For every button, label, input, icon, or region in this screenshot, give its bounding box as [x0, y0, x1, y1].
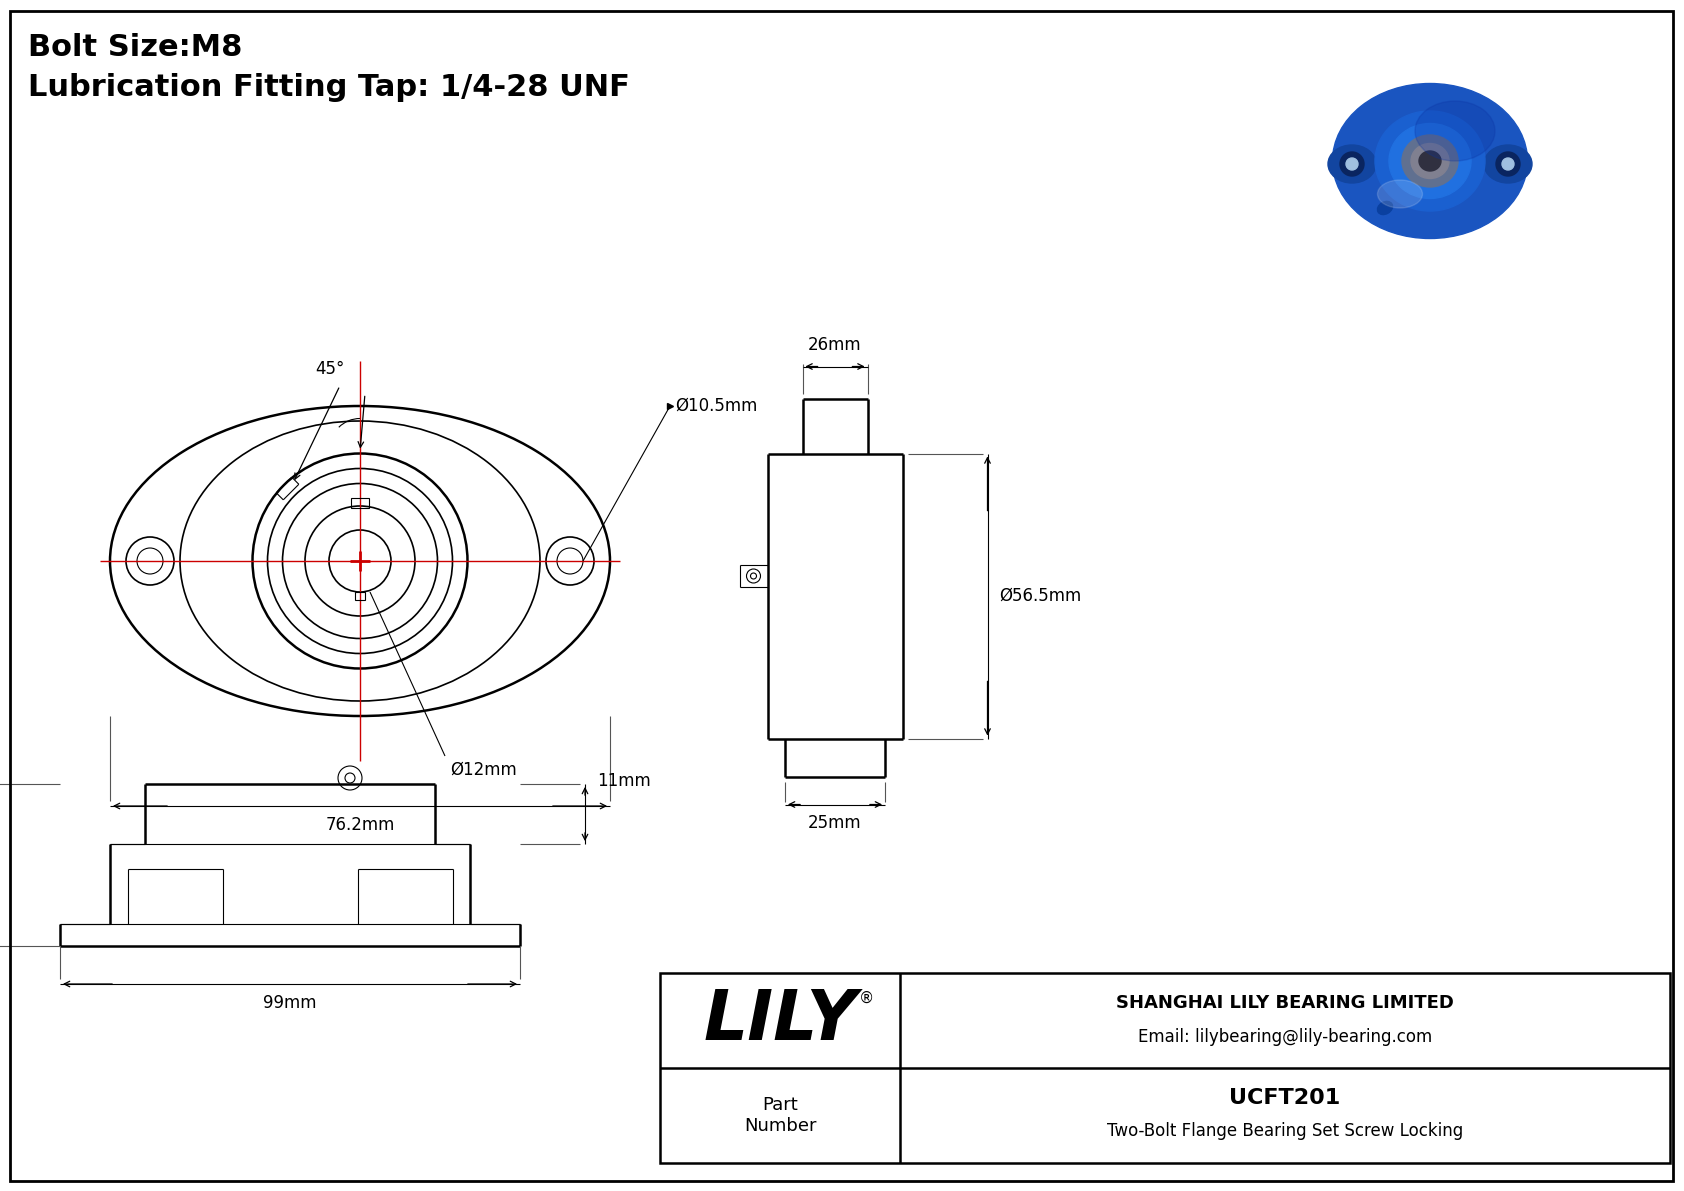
Text: Email: lilybearing@lily-bearing.com: Email: lilybearing@lily-bearing.com: [1138, 1028, 1431, 1046]
Ellipse shape: [1415, 101, 1495, 161]
Text: 25mm: 25mm: [808, 815, 862, 833]
Circle shape: [1340, 152, 1364, 176]
Ellipse shape: [1484, 145, 1532, 183]
Text: Bolt Size:M8: Bolt Size:M8: [29, 33, 242, 62]
Text: UCFT201: UCFT201: [1229, 1087, 1340, 1108]
Bar: [660, 973, 1671, 1162]
Text: Part
Number: Part Number: [744, 1096, 817, 1135]
Circle shape: [1346, 158, 1357, 170]
Ellipse shape: [1332, 83, 1527, 238]
Ellipse shape: [1420, 151, 1442, 172]
Bar: [350, 498, 369, 509]
Ellipse shape: [1378, 180, 1423, 208]
Text: 99mm: 99mm: [263, 994, 317, 1012]
Circle shape: [1502, 158, 1514, 170]
Bar: [355, 592, 365, 600]
Ellipse shape: [1378, 201, 1393, 214]
Ellipse shape: [1389, 124, 1472, 199]
Ellipse shape: [1403, 135, 1458, 187]
Text: LILY: LILY: [702, 987, 857, 1054]
Text: Two-Bolt Flange Bearing Set Screw Locking: Two-Bolt Flange Bearing Set Screw Lockin…: [1106, 1122, 1463, 1141]
Ellipse shape: [1411, 143, 1448, 179]
Ellipse shape: [1376, 111, 1485, 211]
Circle shape: [1495, 152, 1521, 176]
Text: Ø10.5mm: Ø10.5mm: [675, 397, 758, 414]
Text: SHANGHAI LILY BEARING LIMITED: SHANGHAI LILY BEARING LIMITED: [1116, 993, 1453, 1011]
Text: 76.2mm: 76.2mm: [325, 816, 394, 834]
Text: 11mm: 11mm: [598, 772, 650, 790]
Text: ®: ®: [859, 991, 874, 1006]
Ellipse shape: [1329, 145, 1376, 183]
Text: 26mm: 26mm: [808, 337, 862, 355]
Text: Ø12mm: Ø12mm: [450, 761, 517, 779]
Text: Lubrication Fitting Tap: 1/4-28 UNF: Lubrication Fitting Tap: 1/4-28 UNF: [29, 73, 630, 102]
Text: Ø56.5mm: Ø56.5mm: [1000, 587, 1081, 605]
Text: 45°: 45°: [315, 361, 345, 379]
